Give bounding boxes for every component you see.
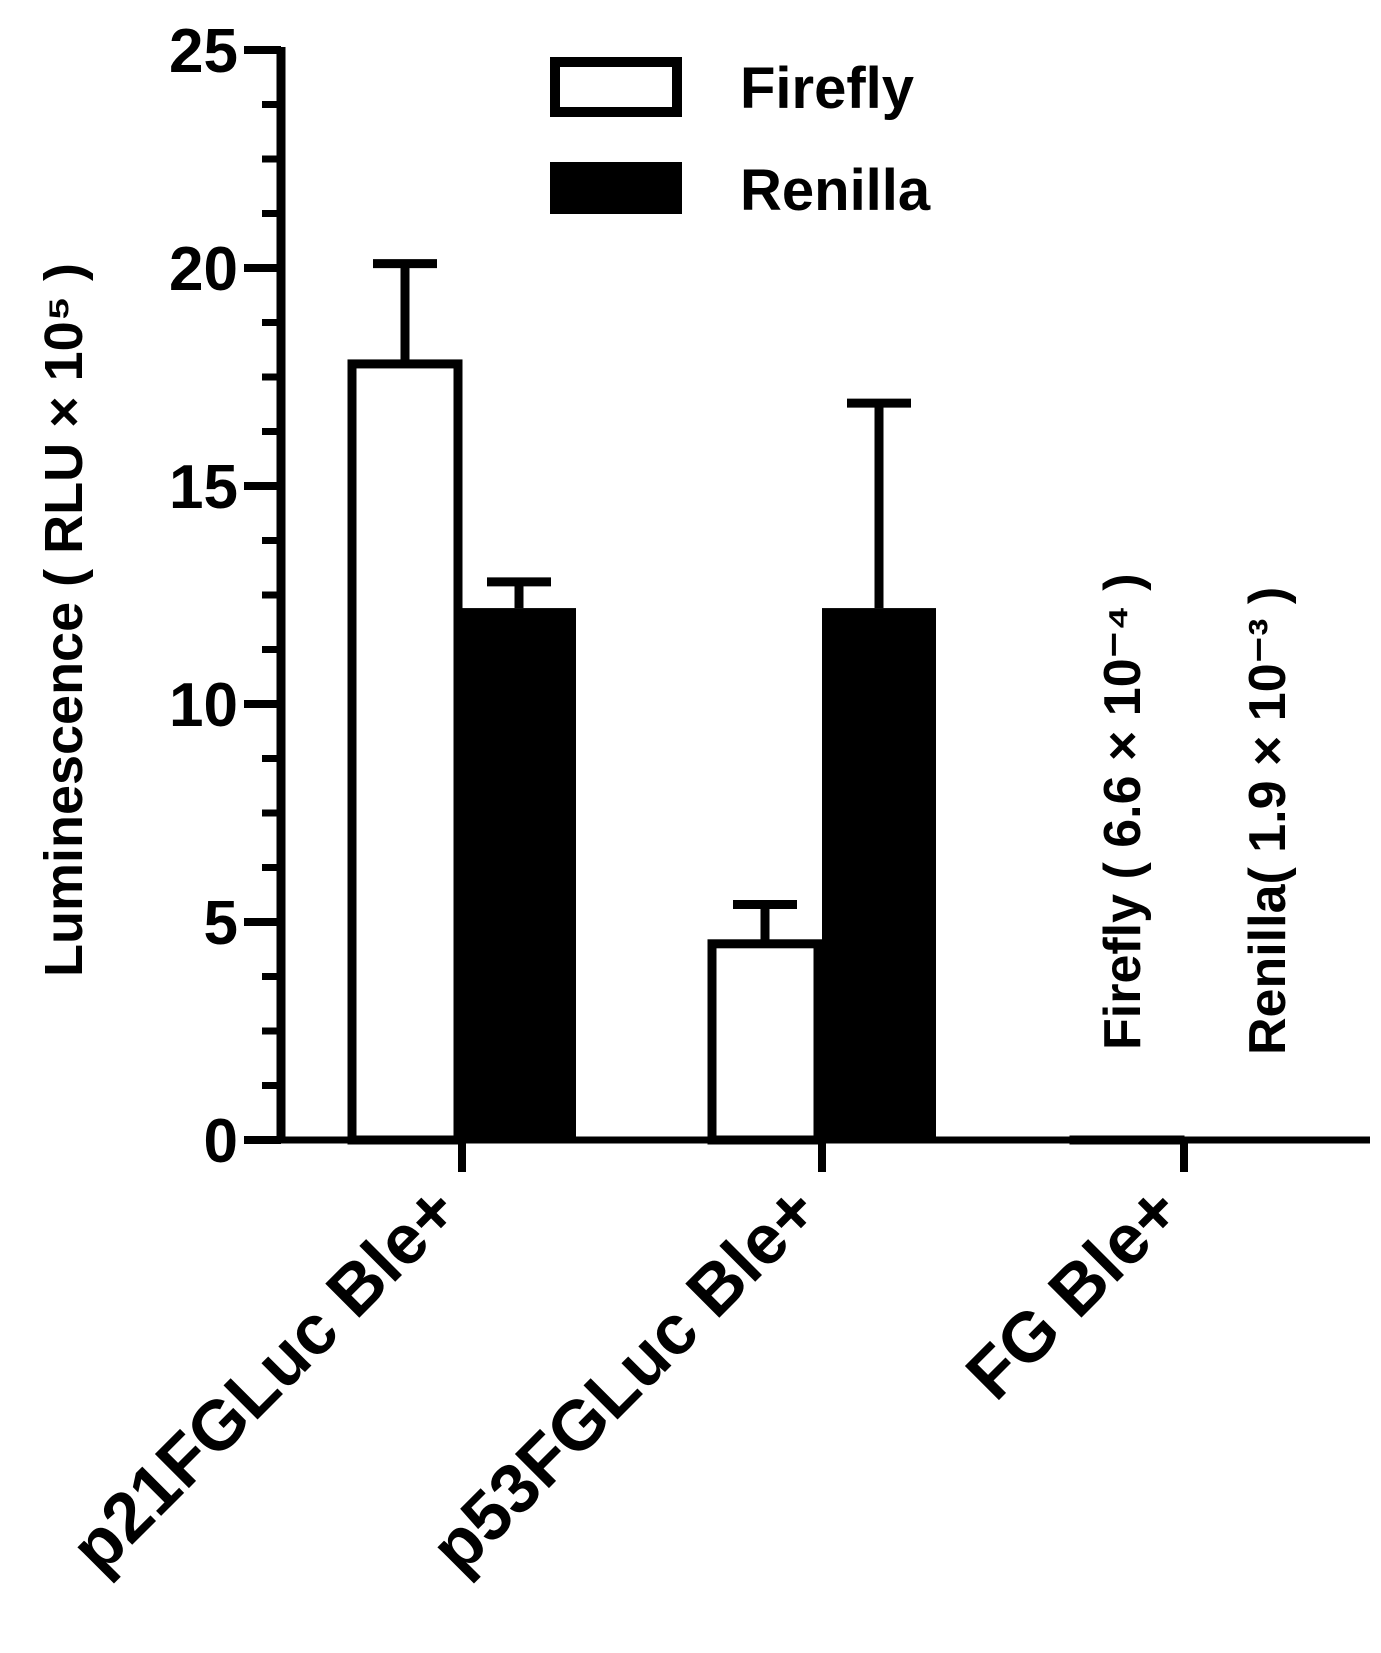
y-axis-tick-labels: 0 5 10 15 20 25	[169, 17, 238, 1176]
error-bars	[373, 259, 911, 944]
y-axis-title: Luminescence ( RLU × 10⁵ )	[34, 263, 94, 977]
y-tick-label: 5	[204, 889, 238, 958]
y-tick-label: 15	[169, 453, 238, 522]
annotation-renilla: Renilla( 1.9 × 10⁻³ )	[1239, 587, 1297, 1055]
x-tick-label: FG Ble+	[951, 1170, 1195, 1414]
legend-swatch-firefly	[550, 57, 682, 117]
legend-label-firefly: Firefly	[740, 56, 914, 121]
bar-renilla	[822, 608, 936, 1140]
y-tick-label: 20	[169, 235, 238, 304]
x-axis-ticks	[458, 1140, 1188, 1172]
y-tick-label: 25	[169, 17, 238, 86]
bars	[347, 359, 1298, 1145]
y-axis-ticks	[244, 46, 281, 1144]
legend-swatch-renilla	[550, 162, 682, 214]
legend: Firefly Renilla	[550, 56, 931, 223]
x-tick-label: p53FGLuc Ble+	[416, 1170, 833, 1587]
legend-label-renilla: Renilla	[740, 158, 931, 223]
bar-firefly	[347, 359, 463, 1145]
x-axis-tick-labels: p21FGLuc Ble+p53FGLuc Ble+ FG Ble+	[56, 1170, 1195, 1587]
annotation-firefly: Firefly ( 6.6 × 10⁻⁴ )	[1094, 573, 1152, 1050]
bar-renilla	[462, 608, 576, 1140]
y-tick-label: 10	[169, 671, 238, 740]
bar-firefly	[707, 939, 823, 1145]
x-tick-label: p21FGLuc Ble+	[56, 1170, 473, 1587]
y-tick-label: 0	[204, 1107, 238, 1176]
